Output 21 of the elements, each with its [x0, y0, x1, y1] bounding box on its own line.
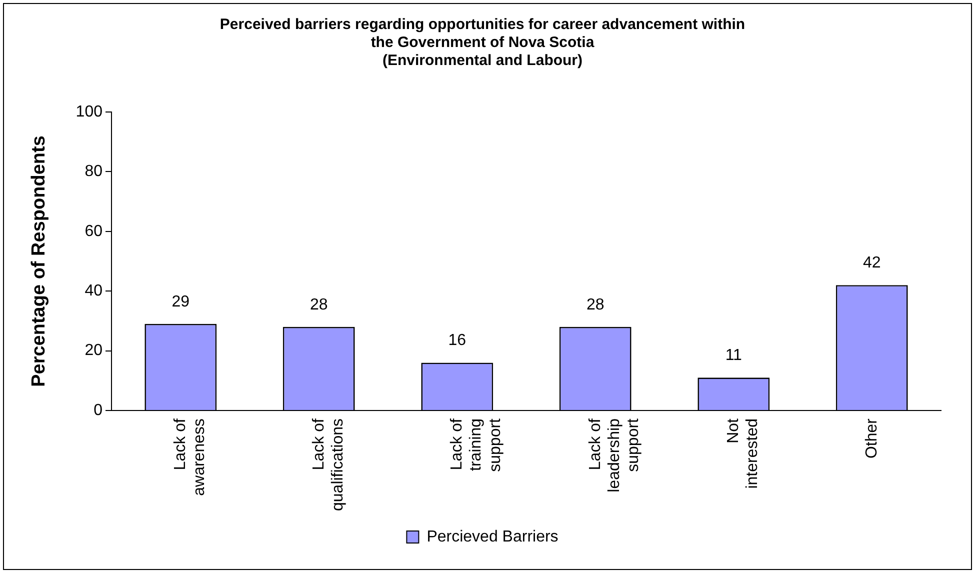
data-label: 11	[725, 347, 742, 364]
chart-title: Perceived barriers regarding opportunities for career advancement within the Government of Nova Scotia (Environmental and Labour)	[220, 16, 746, 70]
x-tick-label: Lack of leadership support	[586, 418, 642, 492]
x-tick-label: Lack of training support	[448, 418, 504, 472]
y-tick-label: 60	[84, 222, 103, 240]
x-tick-label: Lack of qualifications	[310, 418, 346, 511]
data-label: 16	[448, 332, 466, 350]
y-tick-label: 100	[76, 103, 103, 120]
y-tick-label: 0	[94, 402, 103, 419]
y-tick-label: 40	[84, 282, 103, 300]
y-tick-label: 20	[84, 342, 103, 360]
data-label: 28	[310, 296, 328, 314]
x-tick-label: Lack of awareness	[172, 418, 208, 496]
x-tick-label: Other	[863, 418, 880, 459]
data-label: 28	[586, 296, 604, 314]
y-axis-title: Percentage of Respondents	[28, 136, 50, 387]
y-tick-label: 80	[84, 163, 103, 180]
data-label: 29	[172, 293, 190, 310]
x-tick-label: Not interested	[725, 418, 762, 489]
legend-label: Percieved Barriers	[426, 528, 558, 546]
data-label: 42	[862, 254, 881, 272]
